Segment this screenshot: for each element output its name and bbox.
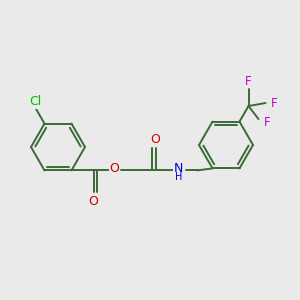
- Text: O: O: [151, 133, 160, 146]
- Text: O: O: [88, 195, 98, 208]
- Text: F: F: [245, 74, 252, 88]
- Text: Cl: Cl: [29, 94, 42, 107]
- Text: N: N: [174, 162, 183, 175]
- Text: F: F: [264, 116, 271, 128]
- Text: O: O: [110, 162, 119, 175]
- Text: F: F: [271, 97, 278, 110]
- Text: H: H: [175, 172, 182, 182]
